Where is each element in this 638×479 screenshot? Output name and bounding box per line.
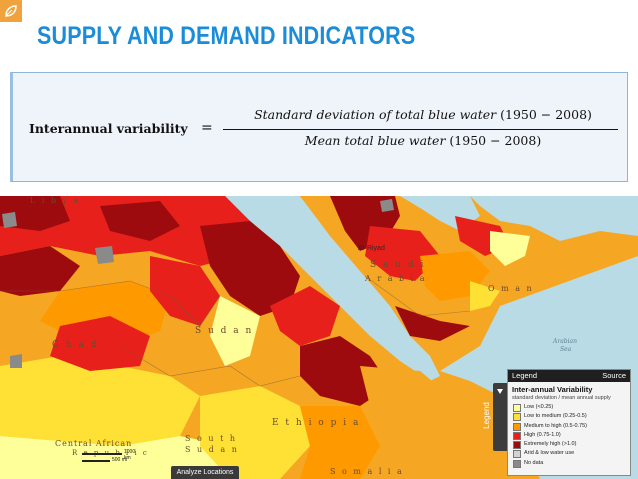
map-label-south-sudan2: S u d a n (185, 445, 239, 454)
map-label-car: Central African (55, 439, 133, 448)
formula-box: Interannual variability = Standard devia… (10, 72, 628, 182)
collapse-arrow-icon (497, 389, 503, 394)
denominator-text: Mean total blue water (304, 133, 446, 148)
map-label-somalia: S o m a l i a (330, 467, 404, 476)
legend-panel: Legend Source Inter-annual Variability s… (507, 369, 631, 476)
map-label-south-sudan: S o u t h (185, 434, 237, 443)
map-label-arabia: A r a b i a (365, 274, 427, 283)
map-label-oman: O m a n (488, 284, 534, 293)
formula-denominator: Mean total blue water (1950 − 2008) (228, 133, 618, 148)
scale-label-mi: 500 mi (112, 457, 128, 463)
legend-swatch (513, 431, 521, 440)
legend-subtitle: standard deviation / mean annual supply (512, 395, 611, 401)
map-label-libya: L i b y a (30, 196, 81, 205)
numerator-text: Standard deviation of total blue water (254, 107, 497, 122)
legend-swatch (513, 450, 521, 459)
legend-item-label: High (0.75-1.0) (524, 431, 561, 438)
formula-equals: = (201, 120, 213, 136)
legend-item: Extremely high (>1.0) (508, 440, 630, 450)
legend-source-link[interactable]: Source (602, 371, 626, 380)
leaf-badge-icon (0, 0, 22, 22)
legend-item-label: No data (524, 459, 544, 466)
legend-swatch (513, 459, 521, 468)
legend-tab-label: Legend (481, 402, 491, 429)
legend-item: Arid & low water use (508, 449, 630, 459)
legend-item: Low to medium (0.25-0.5) (508, 412, 630, 422)
map-label-riyadh: Ar Riyad (358, 245, 385, 252)
legend-swatch (513, 404, 521, 412)
formula-numerator: Standard deviation of total blue water (… (228, 107, 618, 122)
legend-item-label: Low (<0.25) (524, 404, 554, 410)
formula-label: Interannual variability (29, 121, 188, 136)
map-label-ethiopia: E t h i o p i a (272, 418, 361, 428)
legend-item-label: Low to medium (0.25-0.5) (524, 413, 587, 420)
scale-line-km (82, 453, 122, 455)
map-label-arabian-sea2: Sea (560, 346, 572, 353)
scale-bar: 1000 km 500 mi (82, 449, 135, 466)
map-label-sudan: S u d a n (195, 326, 254, 336)
map-label-chad: C h a d (52, 340, 99, 350)
legend-item-label: Arid & low water use (524, 450, 575, 457)
legend-item: Low (<0.25) (508, 403, 630, 412)
legend-item-label: Extremely high (>1.0) (524, 441, 577, 448)
legend-swatch (513, 422, 521, 431)
slide-title: SUPPLY AND DEMAND INDICATORS (37, 22, 416, 50)
legend-item-label: Medium to high (0.5-0.75) (524, 422, 587, 429)
map-label-saudi: S a u d i (370, 260, 426, 270)
legend-header-title: Legend (512, 371, 538, 380)
legend-swatch (513, 441, 521, 450)
legend-item: High (0.75-1.0) (508, 431, 630, 440)
legend-toggle-tab[interactable]: Legend (482, 383, 507, 451)
map-shapes (0, 196, 638, 479)
legend-item: Medium to high (0.5-0.75) (508, 422, 630, 431)
fraction-line (223, 129, 618, 130)
analyze-locations-button[interactable]: Analyze Locations (171, 466, 239, 479)
variability-map[interactable]: L i b y a C h a d S u d a n Central Afri… (0, 196, 638, 479)
denominator-range: (1950 − 2008) (449, 133, 542, 148)
legend-swatch (513, 413, 521, 422)
map-label-arabian-sea: Arabian (553, 338, 577, 345)
legend-header: Legend Source (508, 370, 630, 382)
legend-item: No data (508, 459, 630, 468)
legend-title: Inter-annual Variability (512, 385, 593, 394)
scale-label-km: 1000 km (124, 449, 136, 461)
scale-line-mi (82, 460, 110, 462)
numerator-range: (1950 − 2008) (500, 107, 592, 122)
